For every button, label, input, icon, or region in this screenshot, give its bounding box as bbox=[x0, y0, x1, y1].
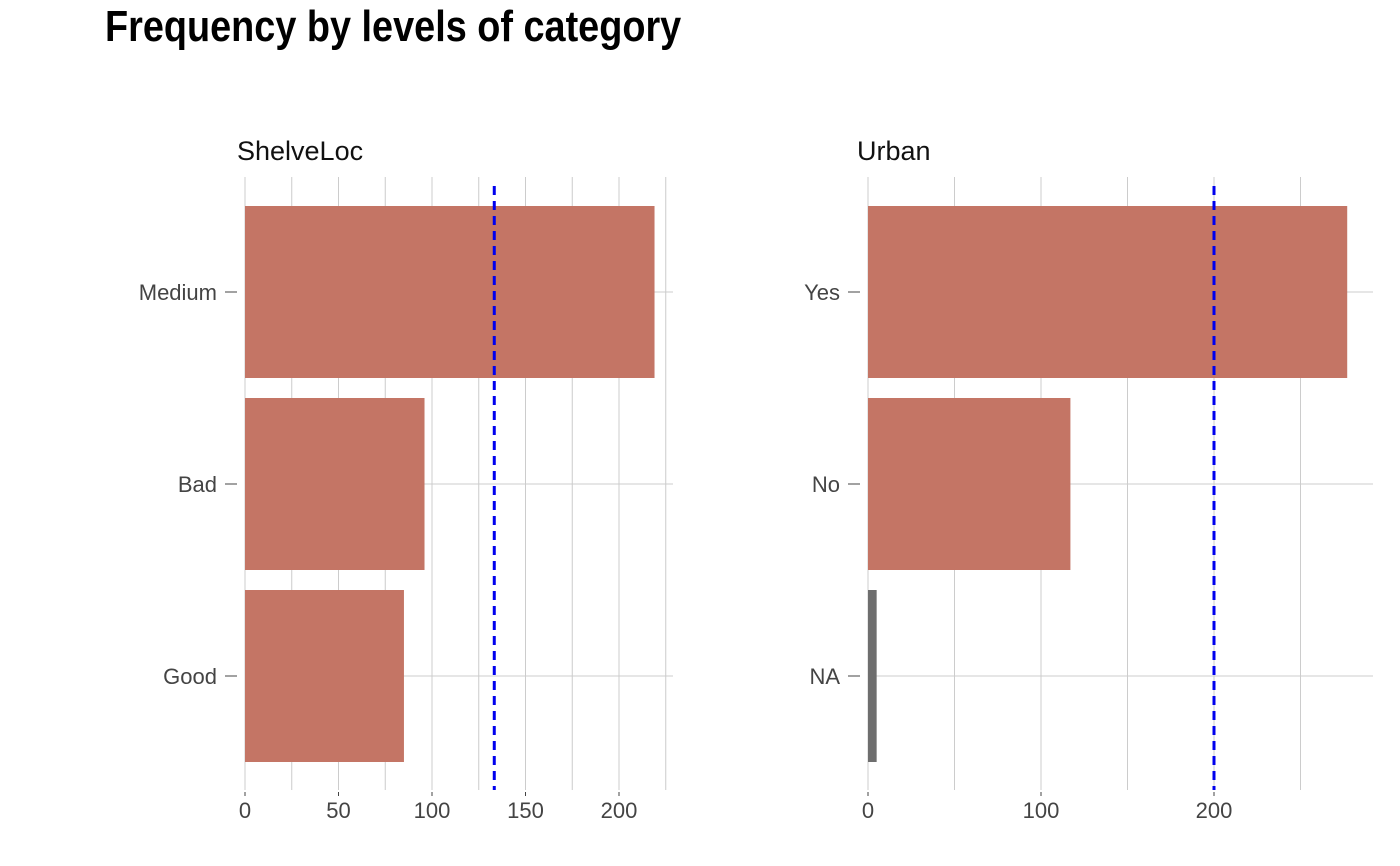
shelveloc-ytick-label: Medium bbox=[139, 280, 217, 305]
shelveloc-bar-bad bbox=[245, 398, 425, 570]
urban-bar-no bbox=[868, 398, 1071, 570]
urban-ytick-label: Yes bbox=[804, 280, 840, 305]
shelveloc-xtick-label: 150 bbox=[507, 798, 544, 823]
shelveloc-ytick-label: Good bbox=[163, 664, 217, 689]
urban-xtick-label: 0 bbox=[862, 798, 874, 823]
shelveloc-xtick-label: 0 bbox=[239, 798, 251, 823]
urban-ytick-label: NA bbox=[809, 664, 840, 689]
shelveloc-bar-good bbox=[245, 590, 404, 762]
shelveloc-panel-title: ShelveLoc bbox=[237, 136, 363, 166]
shelveloc-bar-medium bbox=[245, 206, 655, 378]
chart-title: Frequency by levels of category bbox=[105, 2, 682, 51]
urban-bar-yes bbox=[868, 206, 1348, 378]
urban-bar-na bbox=[868, 590, 877, 762]
shelveloc-xtick-label: 50 bbox=[326, 798, 350, 823]
shelveloc-xtick-label: 100 bbox=[414, 798, 451, 823]
urban-ytick-label: No bbox=[812, 472, 840, 497]
urban-xtick-label: 200 bbox=[1196, 798, 1233, 823]
urban-panel-title: Urban bbox=[857, 136, 931, 166]
urban-xtick-label: 100 bbox=[1023, 798, 1060, 823]
shelveloc-ytick-label: Bad bbox=[178, 472, 217, 497]
shelveloc-xtick-label: 200 bbox=[601, 798, 638, 823]
